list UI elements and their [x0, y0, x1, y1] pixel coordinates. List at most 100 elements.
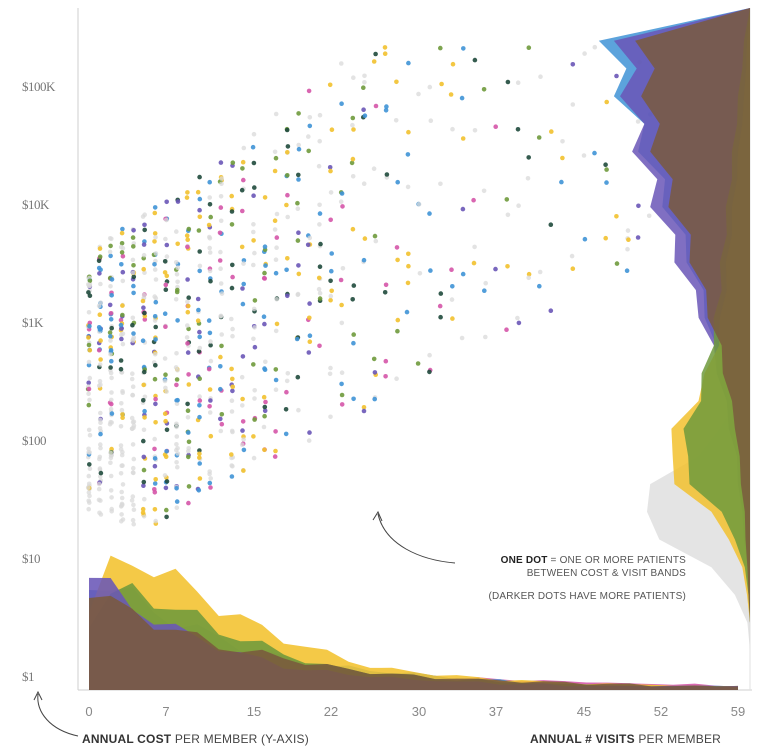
scatter-dot: [316, 163, 322, 169]
scatter-dot: [130, 315, 136, 321]
scatter-dot: [471, 260, 477, 266]
scatter-dot: [87, 375, 93, 381]
annotation-line-1-rest: = ONE OR MORE PATIENTS: [547, 555, 686, 566]
scatter-dot: [98, 474, 103, 479]
scatter-dot: [153, 477, 158, 482]
scatter-dot: [274, 321, 280, 327]
scatter-dot: [174, 401, 180, 407]
scatter-dot: [96, 481, 102, 487]
scatter-dot: [328, 278, 333, 284]
scatter-dot: [173, 260, 179, 265]
scatter-dot: [240, 208, 245, 214]
scatter-dot: [197, 345, 203, 351]
scatter-dot: [251, 306, 257, 312]
scatter-dot: [262, 408, 268, 414]
scatter-dot: [208, 476, 213, 481]
scatter-dot: [107, 302, 113, 308]
scatter-dot: [109, 358, 114, 364]
scatter-dot: [108, 317, 114, 322]
scatter-dot: [174, 421, 179, 427]
scatter-dot: [120, 269, 126, 275]
scatter-dot: [219, 176, 224, 181]
y-tick-label: $1K: [22, 315, 43, 330]
scatter-dot: [109, 390, 114, 395]
scatter-dot: [195, 189, 201, 195]
scatter-dot: [141, 305, 146, 311]
x-tick-label: 30: [411, 704, 427, 719]
scatter-dot: [152, 231, 158, 236]
scatter-dot: [285, 173, 290, 178]
scatter-dot: [142, 270, 147, 276]
scatter-dot: [317, 343, 322, 349]
scatter-dot: [218, 194, 224, 199]
scatter-dot: [163, 236, 168, 242]
scatter-dot: [119, 241, 125, 246]
scatter-dot: [96, 303, 102, 309]
scatter-dot: [130, 257, 136, 263]
scatter-dot: [219, 421, 225, 427]
scatter-dot: [569, 253, 575, 259]
scatter-dot: [162, 378, 168, 384]
scatter-dot: [119, 401, 124, 406]
scatter-dot: [97, 456, 102, 462]
scatter-dot: [162, 270, 168, 275]
scatter-dot: [208, 485, 213, 490]
scatter-dot: [131, 283, 136, 289]
scatter-dot: [141, 427, 147, 433]
scatter-dot: [317, 264, 323, 270]
scatter-dot: [230, 376, 235, 382]
scatter-dot: [109, 509, 114, 514]
scatter-dot: [108, 311, 114, 316]
scatter-dot: [350, 174, 356, 179]
scatter-dot: [239, 374, 245, 380]
scatter-dot: [481, 87, 487, 92]
scatter-dot: [174, 377, 180, 382]
scatter-dot: [185, 408, 191, 414]
scatter-dot: [371, 166, 377, 171]
scatter-dot: [120, 253, 126, 259]
scatter-dot: [460, 206, 466, 212]
scatter-dot: [240, 403, 245, 408]
scatter-dot: [141, 438, 146, 444]
scatter-dot: [239, 442, 245, 448]
scatter-dot: [119, 503, 124, 508]
scatter-dot: [218, 364, 223, 369]
scatter-dot: [108, 419, 113, 425]
scatter-dot: [570, 62, 576, 67]
scatter-dot: [285, 293, 290, 299]
scatter-dot: [96, 497, 102, 503]
scatter-dot: [186, 454, 191, 460]
scatter-dot: [339, 101, 344, 106]
scatter-dot: [118, 424, 124, 429]
scatter-dot: [240, 396, 245, 402]
scatter-dot: [140, 506, 146, 512]
scatter-dot: [329, 127, 335, 132]
scatter-dot: [197, 196, 203, 202]
scatter-dot: [284, 378, 290, 384]
scatter-dot: [604, 167, 609, 172]
scatter-dot: [207, 330, 213, 336]
scatter-dot: [108, 243, 113, 249]
scatter-dot: [338, 199, 344, 204]
scatter-dot: [184, 233, 190, 238]
scatter-dot: [120, 341, 126, 347]
scatter-dot: [395, 257, 400, 263]
scatter-dot: [97, 466, 103, 471]
scatter-dot: [283, 431, 289, 437]
scatter-dot: [339, 402, 345, 407]
scatter-dot: [438, 181, 443, 187]
scatter-dot: [130, 494, 136, 499]
scatter-dot: [98, 431, 103, 437]
scatter-dot: [206, 222, 212, 228]
scatter-dot: [97, 378, 103, 384]
scatter-dot: [383, 358, 389, 364]
scatter-dot: [109, 411, 115, 416]
scatter-dot: [142, 317, 148, 322]
scatter-dot: [185, 237, 190, 242]
scatter-dot: [339, 191, 345, 196]
scatter-dot: [483, 280, 489, 286]
scatter-dot: [109, 397, 114, 403]
scatter-dot: [164, 273, 170, 279]
scatter-dot: [327, 82, 333, 88]
scatter-dot: [516, 203, 521, 208]
